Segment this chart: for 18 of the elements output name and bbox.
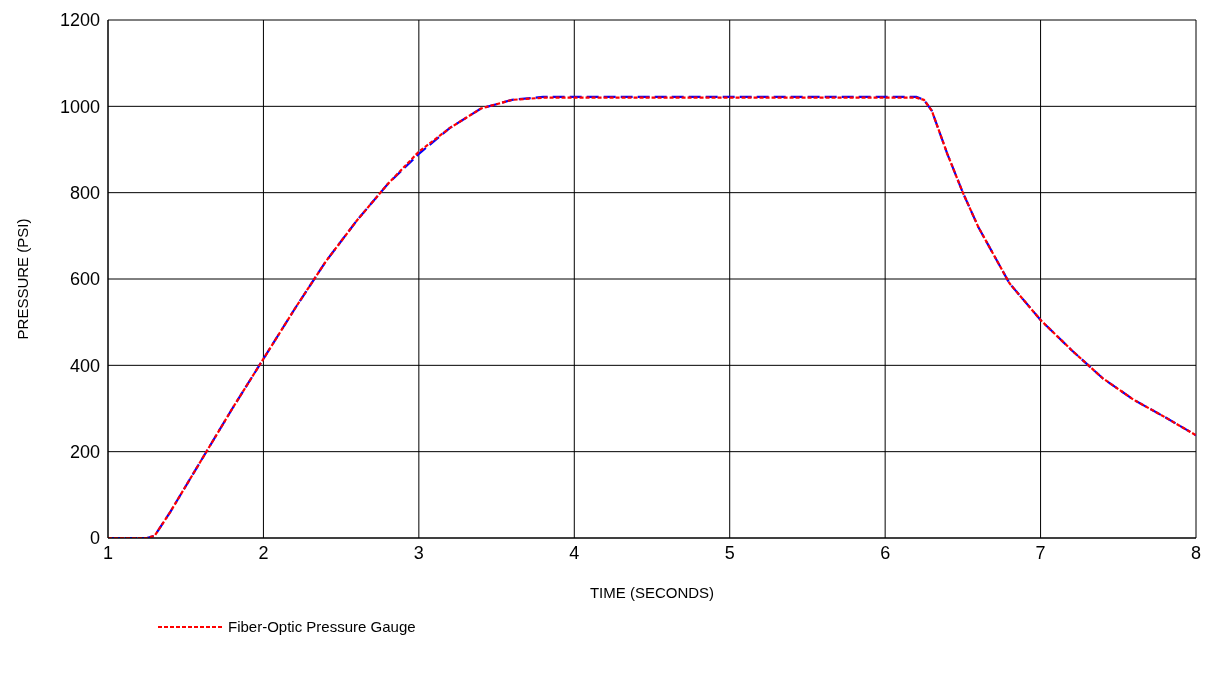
x-tick-label: 2: [258, 542, 269, 563]
x-tick-label: 3: [413, 542, 424, 563]
x-axis-title: TIME (SECONDS): [589, 584, 715, 601]
x-tick-label: 1: [102, 542, 114, 563]
x-tick-label: 5: [724, 542, 735, 563]
y-tick-label: 0: [89, 528, 100, 549]
legend-label: Fiber-Optic Pressure Gauge: [228, 618, 416, 635]
x-tick-label: 6: [880, 542, 891, 563]
x-tick-label: 8: [1190, 542, 1202, 563]
x-tick-label: 4: [569, 542, 580, 563]
y-tick-label: 1200: [59, 10, 100, 31]
x-tick-label: 7: [1035, 542, 1046, 563]
y-axis-title: PRESSURE (PSI): [14, 218, 32, 340]
y-tick-label: 1000: [59, 96, 100, 117]
y-tick-label: 400: [69, 355, 100, 376]
y-tick-label: 600: [69, 269, 100, 290]
y-tick-label: 800: [69, 183, 100, 204]
y-tick-label: 200: [69, 442, 100, 463]
